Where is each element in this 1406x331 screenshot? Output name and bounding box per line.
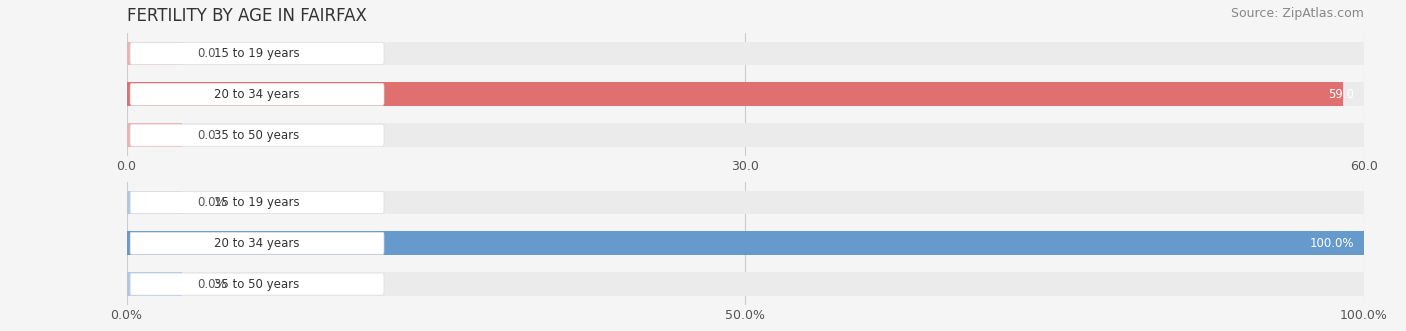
Text: 20 to 34 years: 20 to 34 years: [214, 237, 299, 250]
Bar: [127, 231, 1364, 255]
FancyBboxPatch shape: [131, 273, 384, 295]
Bar: [127, 42, 183, 65]
Text: 35 to 50 years: 35 to 50 years: [215, 278, 299, 291]
Bar: [127, 191, 183, 214]
Bar: [127, 272, 1364, 296]
Text: 15 to 19 years: 15 to 19 years: [214, 47, 299, 60]
FancyBboxPatch shape: [131, 232, 384, 254]
Bar: [127, 82, 1343, 106]
Text: FERTILITY BY AGE IN FAIRFAX: FERTILITY BY AGE IN FAIRFAX: [127, 7, 367, 24]
Text: Source: ZipAtlas.com: Source: ZipAtlas.com: [1230, 7, 1364, 20]
Bar: [127, 272, 183, 296]
Bar: [127, 123, 183, 147]
Bar: [127, 191, 1364, 214]
Bar: [127, 123, 1364, 147]
Bar: [127, 82, 1364, 106]
FancyBboxPatch shape: [131, 42, 384, 65]
Text: 0.0%: 0.0%: [197, 196, 226, 209]
Text: 0.0: 0.0: [197, 129, 215, 142]
Text: 100.0%: 100.0%: [1309, 237, 1354, 250]
FancyBboxPatch shape: [131, 191, 384, 213]
Bar: [127, 42, 1364, 65]
Text: 20 to 34 years: 20 to 34 years: [214, 88, 299, 101]
Text: 15 to 19 years: 15 to 19 years: [214, 196, 299, 209]
Text: 0.0%: 0.0%: [197, 278, 226, 291]
Text: 0.0: 0.0: [197, 47, 215, 60]
Text: 59.0: 59.0: [1327, 88, 1354, 101]
Text: 35 to 50 years: 35 to 50 years: [215, 129, 299, 142]
FancyBboxPatch shape: [131, 83, 384, 105]
FancyBboxPatch shape: [131, 124, 384, 146]
Bar: [127, 231, 1364, 255]
